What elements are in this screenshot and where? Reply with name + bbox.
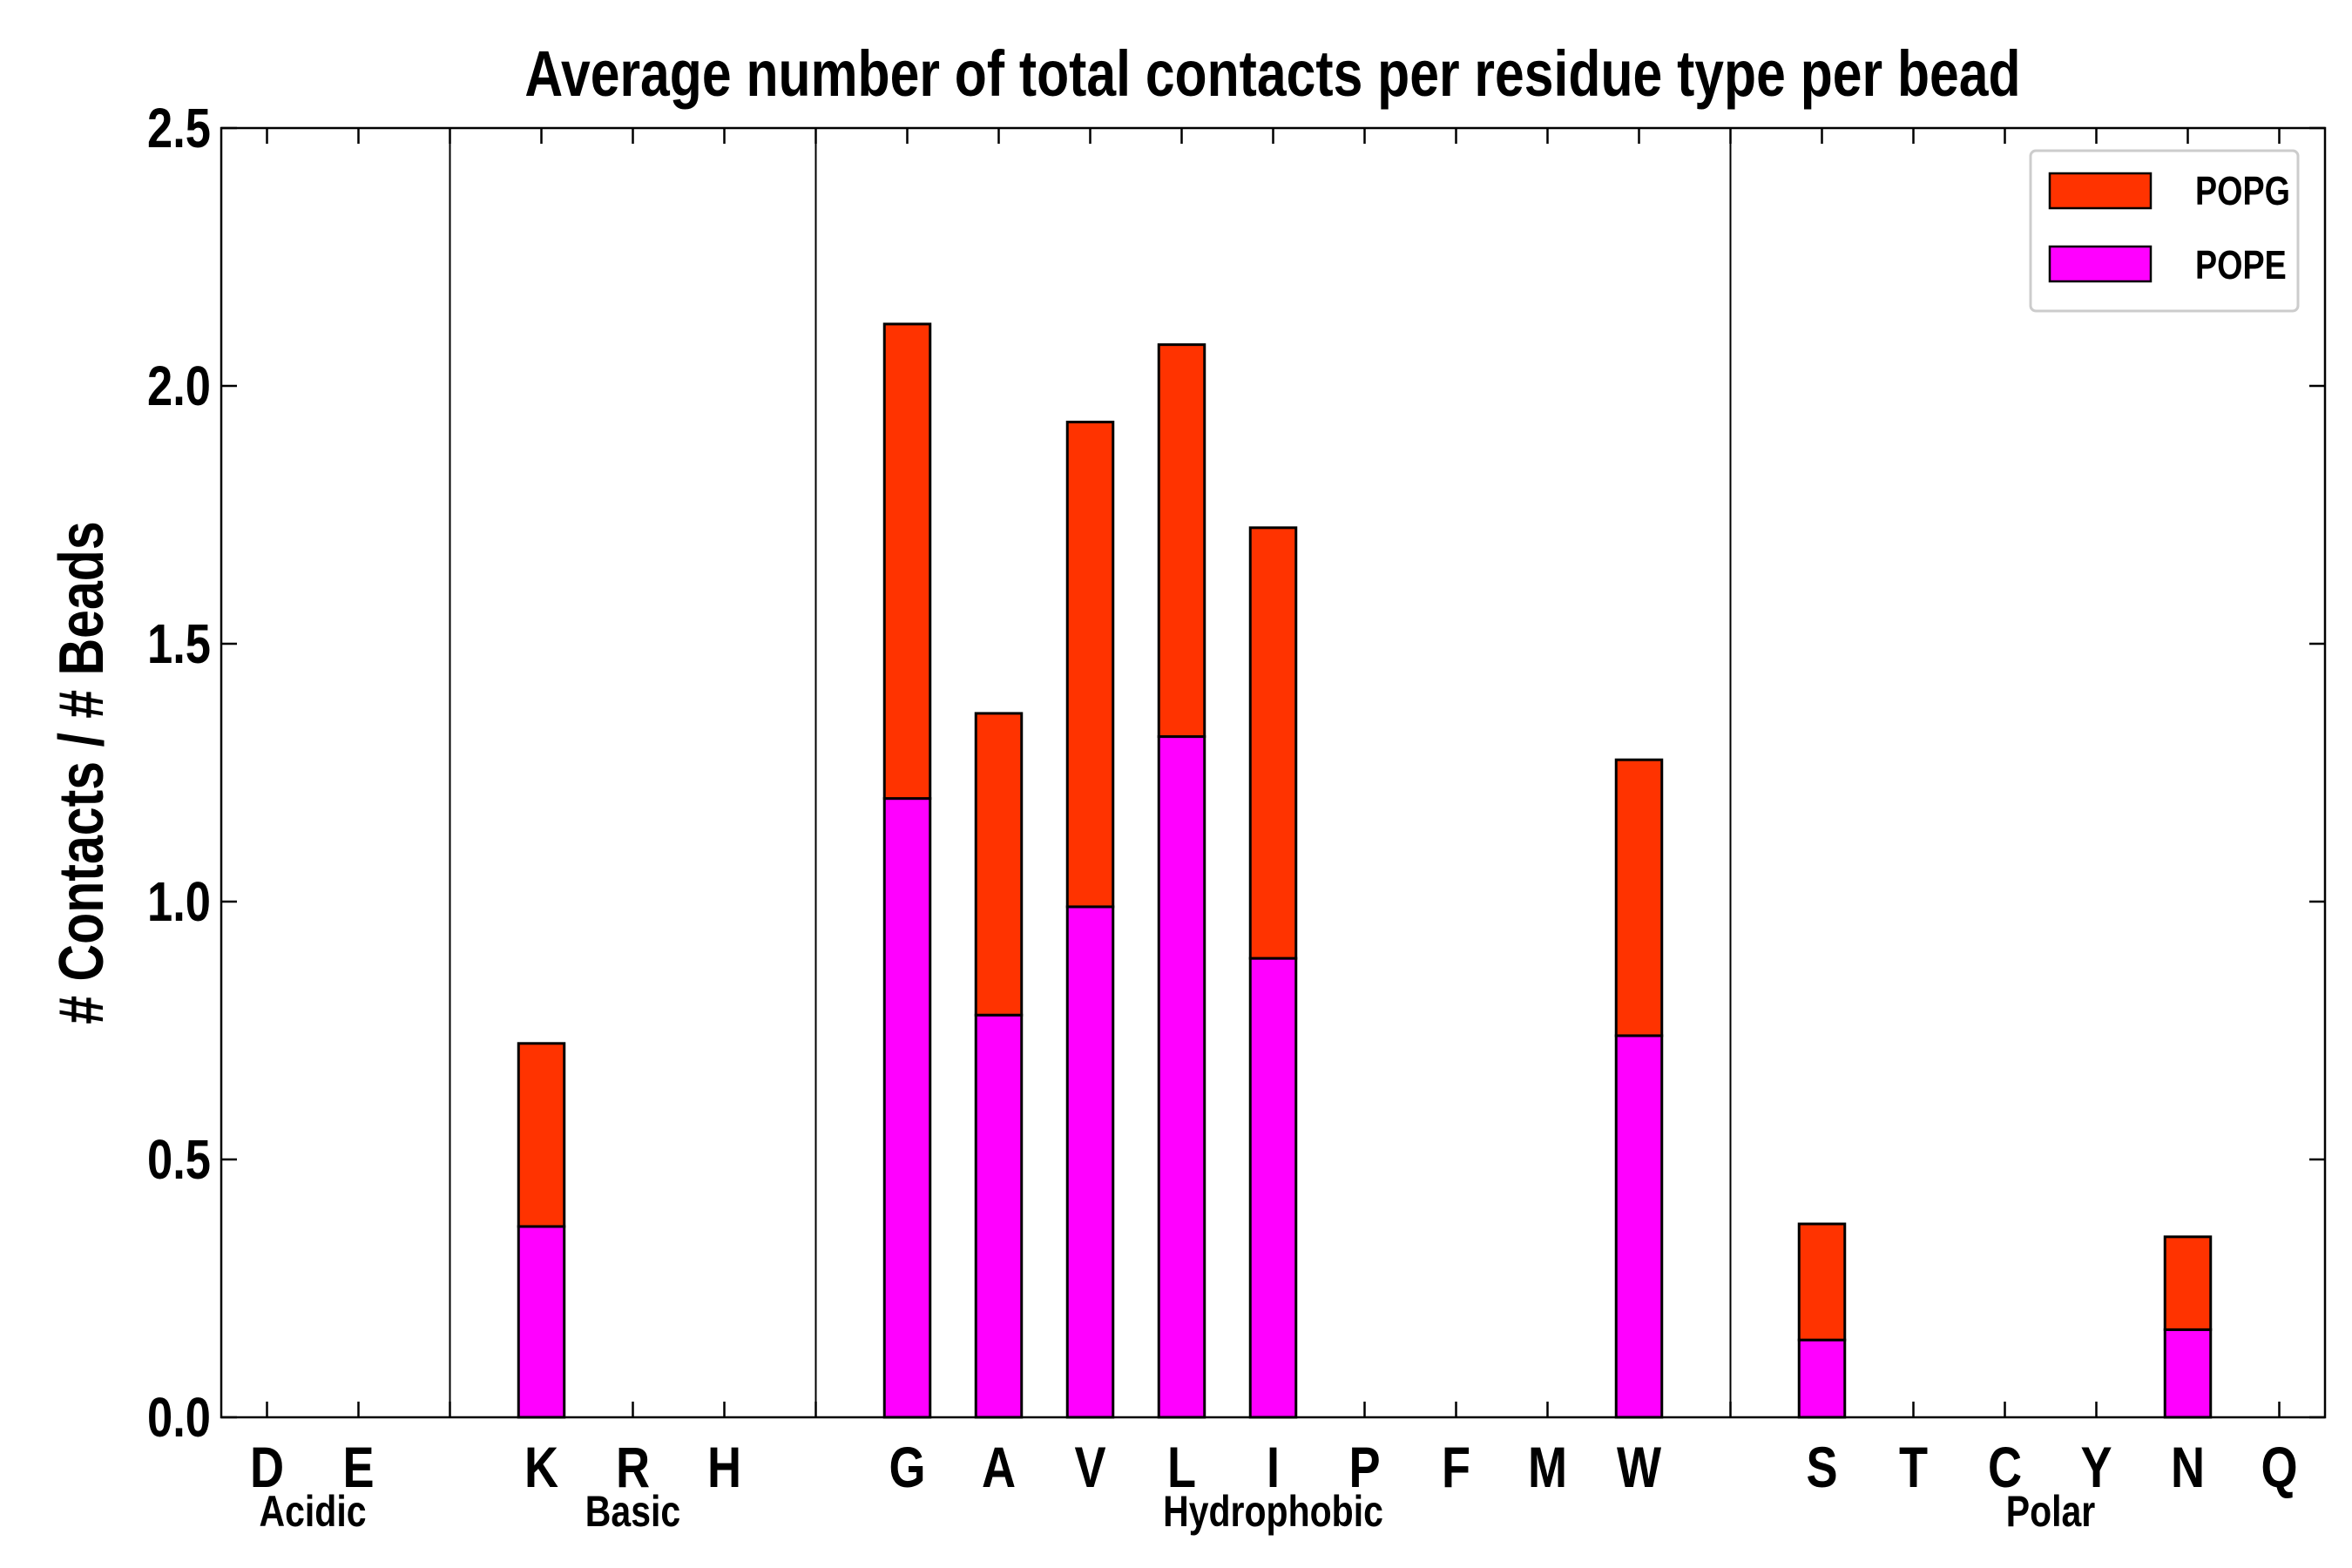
x-tick-label: M bbox=[1528, 1435, 1567, 1499]
bar-popg bbox=[2163, 1235, 2213, 1331]
bar-pope bbox=[974, 1013, 1024, 1419]
group-label: Hydrophobic bbox=[1163, 1487, 1383, 1536]
bar-pope bbox=[1248, 956, 1298, 1419]
y-axis-label: # Contacts / # Beads bbox=[45, 521, 116, 1024]
legend-swatch-pope bbox=[2048, 245, 2153, 283]
x-tick-label: P bbox=[1348, 1435, 1380, 1499]
y-tick-label: 2.0 bbox=[147, 355, 211, 417]
group-label: Basic bbox=[585, 1487, 680, 1536]
x-tick-label: W bbox=[1617, 1435, 1661, 1499]
bar-pope bbox=[517, 1225, 566, 1419]
x-tick-label: N bbox=[2171, 1435, 2205, 1499]
bar-pope bbox=[2163, 1328, 2213, 1419]
x-tick-label: V bbox=[1074, 1435, 1105, 1499]
bar-popg bbox=[517, 1042, 566, 1228]
y-tick-label: 0.0 bbox=[147, 1387, 211, 1449]
y-tick-label: 1.0 bbox=[147, 871, 211, 933]
bar-pope bbox=[1065, 905, 1115, 1419]
bar-pope bbox=[1797, 1338, 1847, 1419]
legend-swatch-popg bbox=[2048, 172, 2153, 210]
bar-popg bbox=[1248, 526, 1298, 960]
bar-popg bbox=[974, 712, 1024, 1017]
x-tick-label: K bbox=[524, 1435, 558, 1499]
bar-popg bbox=[1157, 343, 1206, 739]
x-tick-label: R bbox=[616, 1435, 650, 1499]
x-tick-label: D bbox=[250, 1435, 284, 1499]
bar-popg bbox=[1797, 1222, 1847, 1342]
x-tick-label: I bbox=[1267, 1435, 1280, 1499]
x-tick-label: C bbox=[1988, 1435, 2022, 1499]
bar-popg bbox=[882, 322, 932, 801]
bar-popg bbox=[1614, 758, 1664, 1037]
x-tick-label: T bbox=[1899, 1435, 1928, 1499]
bar-popg bbox=[1065, 420, 1115, 909]
group-label: Acidic bbox=[259, 1487, 366, 1536]
x-tick-label: H bbox=[707, 1435, 741, 1499]
x-tick-label: Y bbox=[2080, 1435, 2112, 1499]
x-tick-label: G bbox=[889, 1435, 925, 1499]
x-tick-label: L bbox=[1167, 1435, 1196, 1499]
y-tick-label: 2.5 bbox=[147, 98, 211, 159]
y-tick-label: 0.5 bbox=[147, 1129, 211, 1191]
group-label: Polar bbox=[2006, 1487, 2096, 1536]
legend-label-pope: POPE bbox=[2195, 242, 2287, 287]
legend-label-popg: POPG bbox=[2195, 168, 2290, 213]
x-tick-label: S bbox=[1806, 1435, 1837, 1499]
bar-pope bbox=[1614, 1034, 1664, 1419]
bar-pope bbox=[882, 797, 932, 1419]
x-tick-label: E bbox=[342, 1435, 374, 1499]
x-tick-label: A bbox=[982, 1435, 1016, 1499]
y-tick-label: 1.5 bbox=[147, 613, 211, 675]
x-tick-label: F bbox=[1442, 1435, 1470, 1499]
plot-frame bbox=[220, 126, 2327, 1419]
bar-pope bbox=[1157, 735, 1206, 1419]
x-tick-label: Q bbox=[2261, 1435, 2297, 1499]
legend: POPG POPE bbox=[2029, 149, 2300, 313]
chart-title: Average number of total contacts per res… bbox=[524, 38, 2020, 110]
